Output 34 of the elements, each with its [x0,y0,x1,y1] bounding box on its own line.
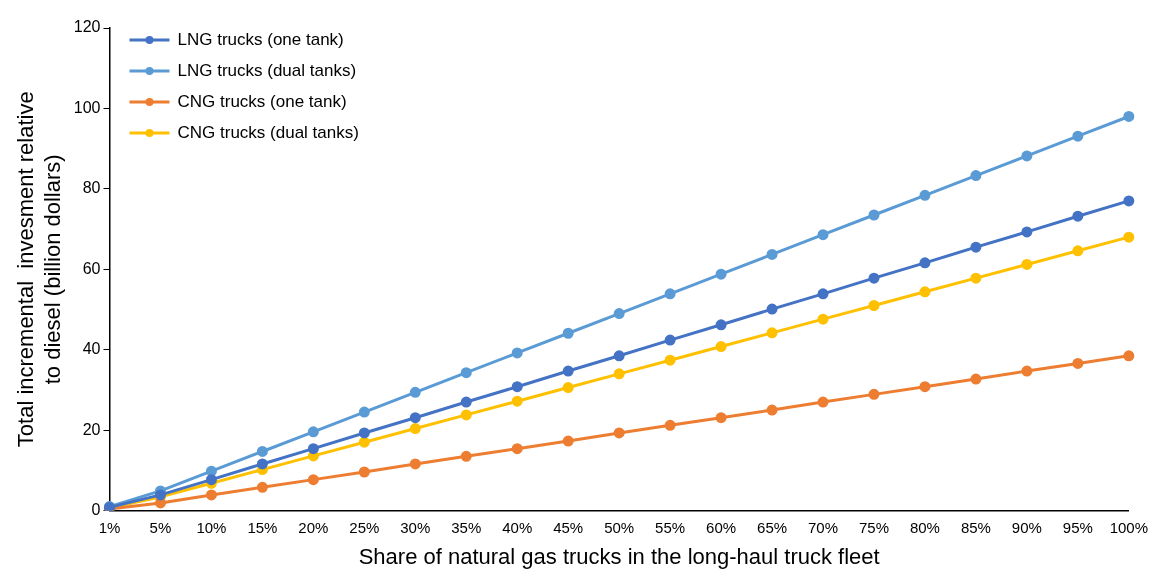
x-tick-label: 40% [502,518,533,536]
x-tick-label: 100% [1109,518,1149,536]
x-tick-label: 55% [655,518,686,536]
x-tick-label: 5% [149,518,172,536]
x-tick-label: 30% [400,518,431,536]
x-axis-title: Share of natural gas trucks in the long-haul truck fleet [358,543,880,569]
x-tick-label: 75% [858,518,889,536]
x-tick-label: 85% [960,518,991,536]
x-tick-label: 90% [1011,518,1042,536]
x-tick-label: 80% [909,518,940,536]
x-tick-label: 95% [1062,518,1093,536]
y-tick-label: 80 [82,179,101,197]
x-tick-label: 45% [553,518,584,536]
x-tick-label: 60% [706,518,737,536]
x-tick-label: 65% [757,518,788,536]
legend-label: CNG trucks (dual tanks) [177,122,359,142]
legend-label: LNG trucks (dual tanks) [177,60,357,80]
x-tick-label: 50% [604,518,635,536]
x-tick-label: 10% [196,518,227,536]
x-tick-label: 20% [298,518,329,536]
y-tick-label: 120 [73,18,101,36]
legend-label: LNG trucks (one tank) [177,29,344,49]
y-tick-label: 0 [91,501,101,519]
legend-label: CNG trucks (one tank) [177,91,347,111]
x-tick-label: 1% [98,518,121,536]
x-tick-label: 70% [808,518,839,536]
y-tick-label: 40 [82,340,101,358]
x-tick-label: 35% [451,518,482,536]
y-tick-label: 60 [82,259,101,277]
y-tick-label: 20 [82,420,101,438]
y-tick-label: 100 [73,98,101,116]
x-tick-label: 15% [247,518,278,536]
y-axis-title: Total incremental invesment relative to diesel (billion dollars) [13,91,65,448]
x-tick-label: 25% [349,518,380,536]
